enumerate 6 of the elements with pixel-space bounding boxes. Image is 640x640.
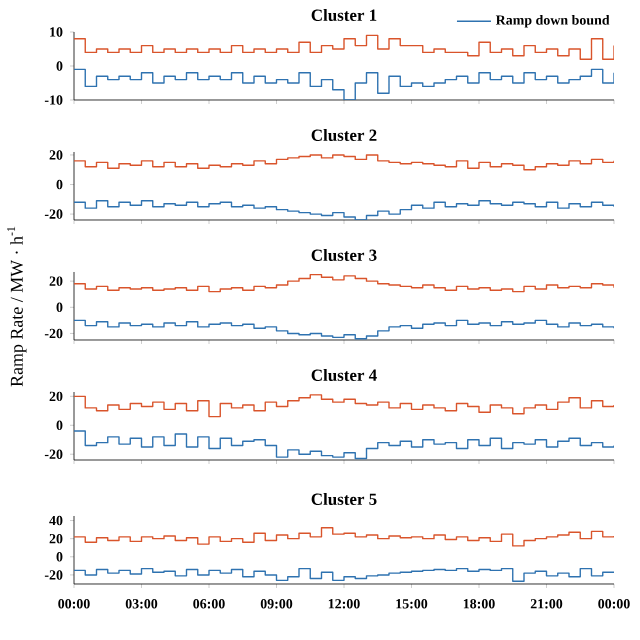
chart-title: Cluster 3 [311,249,377,261]
y-axis-title: Ramp Rate / MW · h$^{-1}$ [7,226,27,387]
chart-title: Cluster 4 [311,369,377,381]
chart-title: Cluster 5 [311,493,377,505]
chart-title: Cluster 2 [311,129,377,141]
chart-title: Cluster 1 [311,9,377,21]
